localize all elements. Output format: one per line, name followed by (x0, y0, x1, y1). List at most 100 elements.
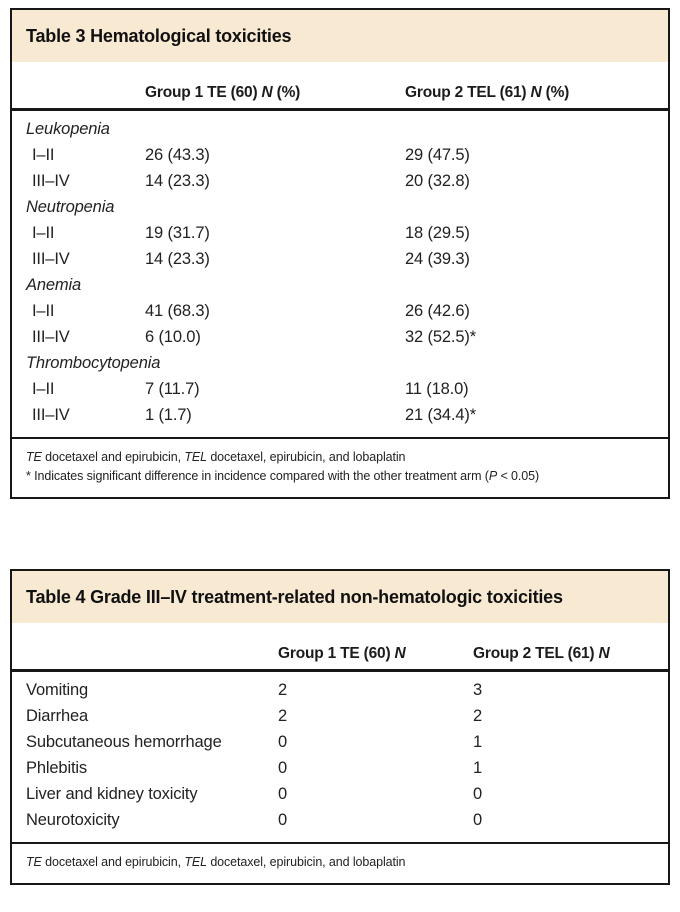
group2-value: 0 (473, 811, 483, 829)
row-label: I–II (32, 224, 55, 242)
table-3-header-empty (12, 62, 145, 111)
table-4-panel: Table 4 Grade III–IV treatment-related n… (10, 569, 670, 885)
group2-value: 0 (473, 785, 483, 803)
group1-value: 41 (68.3) (145, 302, 210, 320)
abbrev-tel: TEL (184, 855, 207, 869)
group1-value: 19 (31.7) (145, 224, 210, 242)
group1-value (145, 194, 405, 220)
table-3-header-group2: Group 2 TEL (61) N (%) (405, 62, 668, 111)
group2-value: 1 (473, 733, 483, 751)
group1-value: 2 (278, 707, 288, 725)
table-4-header-group1: Group 1 TE (60) N (278, 623, 473, 672)
header-text: (%) (541, 84, 570, 101)
table-row: Thrombocytopenia (12, 350, 668, 376)
group1-value: 14 (23.3) (145, 172, 210, 190)
group2-value: 26 (42.6) (405, 302, 470, 320)
table-row: Anemia (12, 272, 668, 298)
row-label: Anemia (26, 276, 82, 294)
table-4-header-group2: Group 2 TEL (61) N (473, 623, 668, 672)
group2-value: 2 (473, 707, 483, 725)
header-n-italic: N (261, 84, 273, 101)
row-label: Neurotoxicity (26, 811, 120, 829)
row-label: I–II (32, 380, 55, 398)
group2-value: 24 (39.3) (405, 250, 470, 268)
row-label: Neutropenia (26, 198, 115, 216)
table-row: III–IV 6 (10.0) 32 (52.5)* (12, 324, 668, 350)
row-label: III–IV (32, 406, 70, 424)
group2-value: 21 (34.4)* (405, 406, 476, 424)
group2-value (405, 272, 668, 298)
footnote-abbreviations: TE docetaxel and epirubicin, TEL docetax… (26, 448, 654, 467)
table-row: Phlebitis 0 1 (12, 755, 668, 781)
page: Table 3 Hematological toxicities Group 1… (10, 8, 670, 885)
significance-p-italic: P (488, 469, 498, 483)
table-row: Leukopenia (12, 110, 668, 143)
header-n-italic: N (598, 645, 610, 662)
footnote-significance: * Indicates significant difference in in… (26, 467, 654, 486)
group1-value: 7 (11.7) (145, 380, 200, 398)
abbrev-tel: TEL (184, 450, 207, 464)
table-row: I–II 26 (43.3) 29 (47.5) (12, 142, 668, 168)
row-label: III–IV (32, 172, 70, 190)
group1-value (145, 272, 405, 298)
row-label: Leukopenia (26, 120, 110, 138)
abbrev-te: TE (26, 855, 42, 869)
group1-value: 0 (278, 759, 288, 777)
table-4-header-empty (12, 623, 278, 672)
table-row: III–IV 1 (1.7) 21 (34.4)* (12, 402, 668, 428)
group2-value: 11 (18.0) (405, 380, 469, 398)
group2-value: 1 (473, 759, 483, 777)
table-3-panel: Table 3 Hematological toxicities Group 1… (10, 8, 670, 499)
table-row: I–II 19 (31.7) 18 (29.5) (12, 220, 668, 246)
row-label: Subcutaneous hemorrhage (26, 733, 222, 751)
group2-value: 29 (47.5) (405, 146, 470, 164)
group2-value: 32 (52.5)* (405, 328, 476, 346)
group1-value (145, 350, 405, 376)
table-row: Neurotoxicity 0 0 (12, 807, 668, 833)
row-label: I–II (32, 146, 55, 164)
row-label: Diarrhea (26, 707, 89, 725)
table-4-footnotes: TE docetaxel and epirubicin, TEL docetax… (12, 842, 668, 883)
abbrev-te-text: docetaxel and epirubicin, (41, 450, 185, 464)
footnote-abbreviations: TE docetaxel and epirubicin, TEL docetax… (26, 853, 654, 872)
row-label: I–II (32, 302, 55, 320)
header-n-italic: N (394, 645, 406, 662)
table-3: Group 1 TE (60) N (%) Group 2 TEL (61) N… (12, 62, 668, 428)
abbrev-tel-text: docetaxel, epirubicin, and lobaplatin (206, 450, 406, 464)
group1-value: 26 (43.3) (145, 146, 210, 164)
table-row: Vomiting 2 3 (12, 671, 668, 704)
group1-value: 6 (10.0) (145, 328, 201, 346)
group1-value: 1 (1.7) (145, 406, 192, 424)
group2-value (405, 194, 668, 220)
table-3-header-row: Group 1 TE (60) N (%) Group 2 TEL (61) N… (12, 62, 668, 111)
table-4-header-row: Group 1 TE (60) N Group 2 TEL (61) N (12, 623, 668, 672)
header-text: (%) (272, 84, 301, 101)
table-3-header-group1: Group 1 TE (60) N (%) (145, 62, 405, 111)
group1-value: 0 (278, 811, 288, 829)
group2-value: 18 (29.5) (405, 224, 470, 242)
table-3-title-band: Table 3 Hematological toxicities (12, 10, 668, 62)
header-text: Group 1 TE (60) (278, 645, 395, 662)
row-label: Thrombocytopenia (26, 354, 161, 372)
significance-text: * Indicates significant difference in in… (26, 469, 489, 483)
group1-value: 0 (278, 733, 288, 751)
table-row: III–IV 14 (23.3) 20 (32.8) (12, 168, 668, 194)
header-text: Group 1 TE (60) (145, 84, 262, 101)
table-3-footnotes: TE docetaxel and epirubicin, TEL docetax… (12, 437, 668, 497)
row-label: III–IV (32, 328, 70, 346)
table-row: I–II 41 (68.3) 26 (42.6) (12, 298, 668, 324)
header-text: Group 2 TEL (61) (473, 645, 599, 662)
group2-value: 3 (473, 681, 483, 699)
row-label: Phlebitis (26, 759, 88, 777)
table-row: Neutropenia (12, 194, 668, 220)
group1-value (145, 110, 405, 143)
abbrev-tel-text: docetaxel, epirubicin, and lobaplatin (206, 855, 406, 869)
table-4-title-band: Table 4 Grade III–IV treatment-related n… (12, 571, 668, 623)
group2-value (405, 350, 668, 376)
table-row: Diarrhea 2 2 (12, 703, 668, 729)
row-label: Vomiting (26, 681, 89, 699)
group1-value: 14 (23.3) (145, 250, 210, 268)
table-row: Liver and kidney toxicity 0 0 (12, 781, 668, 807)
group1-value: 2 (278, 681, 288, 699)
group1-value: 0 (278, 785, 288, 803)
